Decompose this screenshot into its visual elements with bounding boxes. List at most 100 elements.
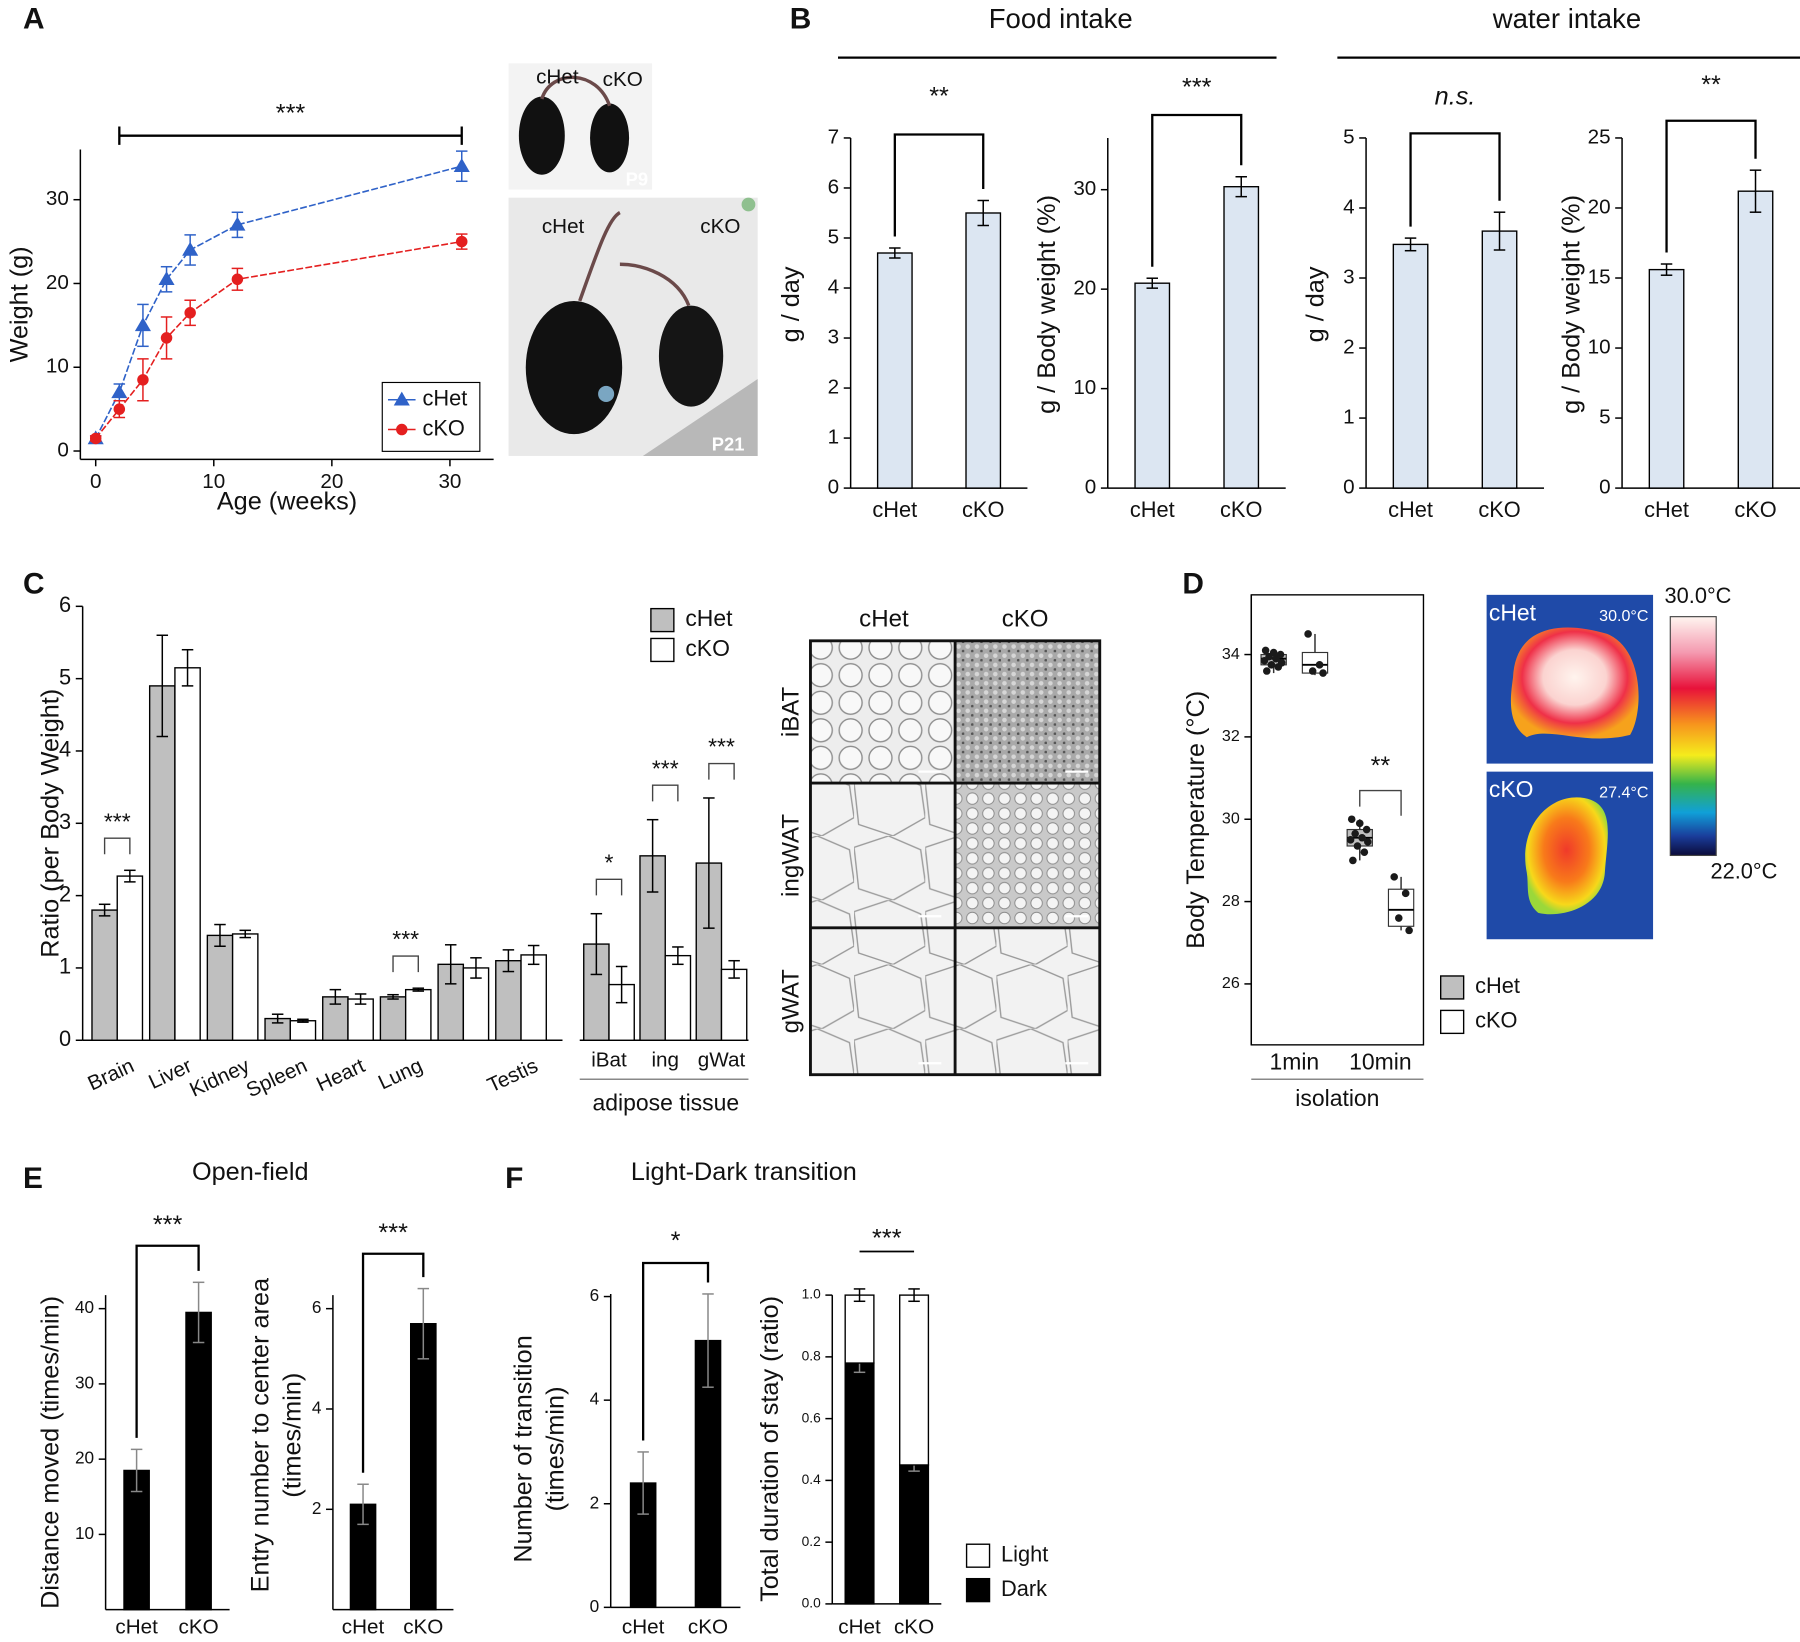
x-tick-label: Kidney <box>186 1054 254 1102</box>
bar <box>462 967 490 1041</box>
y-tick-label: 1.0 <box>802 1287 821 1302</box>
bar <box>1134 282 1171 489</box>
y-tick-label: 40 <box>75 1297 94 1317</box>
data-point <box>1304 630 1312 638</box>
photo-label: cHet <box>542 215 585 238</box>
y-tick-label: 1 <box>828 426 839 449</box>
bar <box>116 875 144 1041</box>
y-tick-label: 6 <box>828 175 839 198</box>
significance-bracket <box>1151 113 1243 267</box>
y-tick-label: 20 <box>75 1448 94 1468</box>
y-tick-label: 10 <box>1073 376 1096 399</box>
group-title: water intake <box>1492 3 1642 34</box>
x-tick-label: cHet <box>342 1615 385 1638</box>
data-point <box>1261 646 1270 655</box>
x-axis-label: isolation <box>1295 1085 1379 1111</box>
marker <box>184 307 196 319</box>
significance-label: ** <box>1701 71 1721 99</box>
legend-swatch <box>650 607 675 633</box>
x-tick-label: 30 <box>438 470 461 493</box>
y-tick-label: 10 <box>1588 335 1611 358</box>
legend-swatch <box>965 1543 991 1568</box>
y-tick-label: 10 <box>75 1523 94 1543</box>
x-axis-label: Age (weeks) <box>217 488 357 516</box>
panel-letter: C <box>23 568 45 601</box>
marker <box>158 271 175 286</box>
significance-bracket <box>1359 789 1402 816</box>
bar <box>1223 186 1260 489</box>
significance-label: *** <box>153 1211 183 1239</box>
panel-letter: E <box>23 1162 43 1195</box>
y-tick-label: 20 <box>1073 277 1096 300</box>
marker <box>456 235 468 248</box>
group-title: Food intake <box>989 3 1133 34</box>
x-tick-label: cKO <box>688 1615 728 1638</box>
legend-label: Dark <box>1001 1576 1047 1601</box>
bar <box>899 1464 930 1605</box>
x-tick-label: cHet <box>838 1615 881 1638</box>
significance-label: *** <box>378 1219 408 1247</box>
y-tick-label: 2 <box>828 376 839 399</box>
photo-label: cKO <box>603 68 643 91</box>
data-point <box>1390 873 1398 881</box>
significance-bracket <box>103 837 131 855</box>
y-tick-label: 0 <box>1343 476 1355 499</box>
photo-p21: cHet cKO P21 <box>508 197 758 456</box>
x-tick-label: iBat <box>591 1048 627 1071</box>
data-point <box>1277 658 1286 667</box>
x-tick-label: cHet <box>872 497 917 522</box>
y-tick-label: 4 <box>1343 195 1355 218</box>
significance-label: *** <box>392 926 419 952</box>
significance-label: *** <box>104 808 131 834</box>
marker <box>453 158 470 172</box>
legend-label: cHet <box>1475 973 1520 998</box>
x-axis-label: adipose tissue <box>592 1090 739 1116</box>
legend-label: cKO <box>685 635 730 661</box>
marker <box>113 403 126 415</box>
x-tick-label: Testis <box>484 1054 542 1097</box>
data-point <box>1346 836 1355 844</box>
thermal-label: 27.4°C <box>1599 784 1648 802</box>
y-tick-label: 30 <box>1073 177 1096 200</box>
marker <box>229 216 246 231</box>
data-point <box>1276 650 1285 659</box>
y-tick-label: 4 <box>312 1398 322 1418</box>
y-axis-label: g / day <box>1301 266 1329 342</box>
panel-letter: F <box>505 1162 523 1195</box>
histology-column: cKO <box>1002 605 1049 632</box>
colorbar-label: 30.0°C <box>1665 583 1732 608</box>
significance-bracket <box>1409 132 1501 227</box>
x-tick-label: cKO <box>962 497 1004 522</box>
data-point <box>1355 819 1364 828</box>
data-point <box>1362 825 1371 834</box>
histology-grid: cHet cKO iBAT ingWAT gWAT <box>777 605 1102 1077</box>
significance-bracket <box>1665 119 1757 253</box>
bar <box>1392 243 1429 489</box>
x-tick-label: cKO <box>1220 497 1262 522</box>
x-tick-label: Brain <box>84 1054 137 1095</box>
significance-label: *** <box>652 755 679 781</box>
bar <box>664 954 692 1041</box>
y-tick-label: 30 <box>75 1372 94 1392</box>
y-tick-label: 15 <box>1588 265 1611 288</box>
y-tick-label: 0.8 <box>802 1349 821 1364</box>
marker <box>393 391 410 406</box>
bar <box>347 998 374 1041</box>
x-tick-label: cKO <box>179 1615 219 1638</box>
data-point <box>1358 833 1366 842</box>
y-tick-label: 0 <box>1599 476 1611 499</box>
panel-letter: B <box>790 3 812 36</box>
data-point <box>1267 661 1276 669</box>
legend-label: Light <box>1001 1541 1048 1566</box>
y-tick-label: 3 <box>1343 265 1355 288</box>
legend-label: cHet <box>685 605 733 631</box>
y-tick-label: 4 <box>59 737 71 762</box>
data-point <box>1405 926 1413 935</box>
significance-bracket <box>651 784 679 802</box>
bar <box>174 667 201 1041</box>
colorbar-label: 22.0°C <box>1710 858 1777 883</box>
x-tick-label: cHet <box>622 1615 665 1638</box>
data-point <box>1349 856 1357 865</box>
